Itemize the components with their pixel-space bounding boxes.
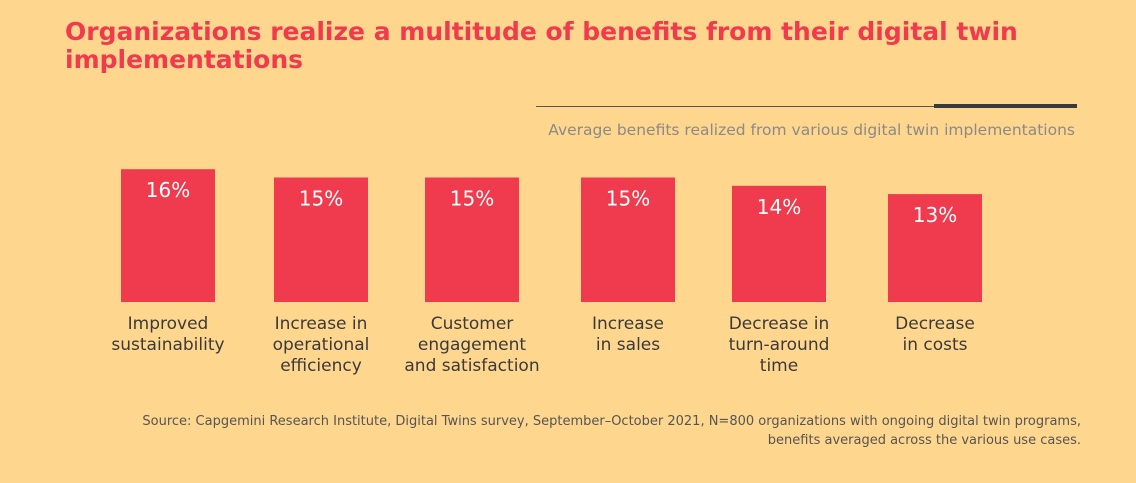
- source-note: Source: Capgemini Research Institute, Di…: [142, 414, 1081, 448]
- data-label-5: 14%: [757, 195, 801, 219]
- bar-2: [274, 177, 368, 302]
- bar-1: [121, 169, 215, 302]
- category-label-5: Decrease in turn-around time: [728, 314, 830, 376]
- data-label-4: 15%: [606, 187, 650, 211]
- data-label-1: 16%: [146, 178, 190, 202]
- bar-4: [581, 177, 675, 302]
- category-label-2: Increase in operational efficiency: [272, 314, 370, 376]
- subtitle-rule-accent: [934, 104, 1077, 108]
- data-label-3: 15%: [450, 187, 494, 211]
- data-label-6: 13%: [913, 203, 957, 227]
- chart-title: Organizations realize a multitude of ben…: [65, 17, 1018, 74]
- data-label-2: 15%: [299, 187, 343, 211]
- category-label-4: Increase in sales: [592, 314, 664, 355]
- subtitle-rule: [536, 106, 1077, 107]
- chart-subtitle: Average benefits realized from various d…: [548, 121, 1075, 139]
- category-label-1: Improved sustainability: [111, 314, 225, 355]
- category-label-3: Customer engagement and satisfaction: [404, 314, 540, 376]
- bar-3: [425, 177, 519, 302]
- category-label-6: Decrease in costs: [895, 314, 975, 355]
- bar-chart: 16% 15% 15% 15% 14% 13%: [121, 169, 982, 302]
- bar-6: [888, 194, 982, 302]
- bar-5: [732, 185, 826, 302]
